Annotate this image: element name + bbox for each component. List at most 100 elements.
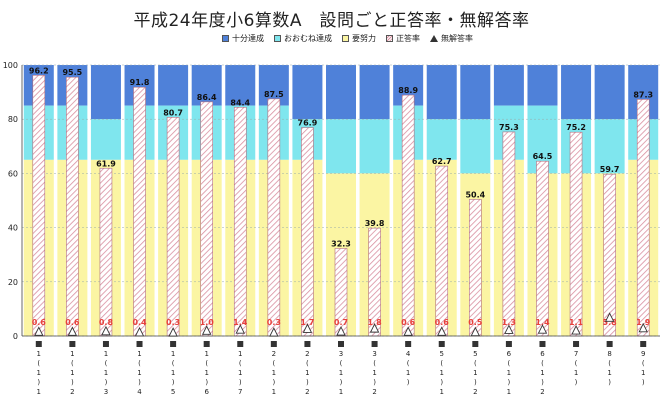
category-label-7-5: 7 <box>238 388 242 396</box>
category-label-10-1: 3 <box>339 350 343 358</box>
category-label-18-1: 8 <box>607 350 611 358</box>
correct-bar-19 <box>636 99 650 337</box>
category-label-1-4: ) <box>37 379 40 387</box>
correct-bar-13 <box>435 165 449 337</box>
correct-label-17: 75.2 <box>566 123 586 132</box>
band-high-13 <box>426 65 457 120</box>
category-label-15-3: 1 <box>507 369 511 377</box>
noanswer-label-16: 1.4 <box>535 318 550 327</box>
band-high-5 <box>158 65 189 106</box>
correct-label-1: 96.2 <box>29 66 49 75</box>
category-tick-1: 1(1)1 <box>35 341 42 396</box>
legend: 十分達成 おおむね達成 要努力 正答率 無解答率 <box>222 33 473 44</box>
category-marker-13 <box>438 341 445 347</box>
category-tick-4: 1(1)4 <box>136 341 143 396</box>
noanswer-label-10: 0.7 <box>334 318 348 327</box>
noanswer-label-3: 0.8 <box>99 318 114 327</box>
category-label-17-2: ( <box>575 360 578 368</box>
band-mid-11 <box>359 119 390 174</box>
correct-bar-5 <box>166 117 180 337</box>
category-label-1-3: 1 <box>37 369 41 377</box>
category-tick-14: 5 (1)2 <box>472 341 479 396</box>
y-tick-label-80: 80 <box>8 115 18 124</box>
legend-label-band-high: 十分達成 <box>232 34 264 43</box>
category-label-13-3: 1 <box>440 369 444 377</box>
category-label-8-1: 2 <box>272 350 276 358</box>
category-label-3-2: ( <box>105 360 108 368</box>
correct-bar-16 <box>536 160 549 337</box>
category-marker-11 <box>371 341 378 347</box>
legend-item-band-high: 十分達成 <box>222 33 264 44</box>
legend-item-band-low: 要努力 <box>342 33 376 44</box>
category-label-3-4: ) <box>105 379 108 387</box>
category-marker-2 <box>69 341 76 347</box>
category-label-6-5: 6 <box>204 388 209 396</box>
category-label-7-1: 1 <box>238 350 242 358</box>
data-labels: 96.2 0.6 95.5 0.6 61.9 0.8 91.8 0.4 80.7 0.3 86.4 1… <box>29 66 653 327</box>
legend-label-correct: 正答率 <box>396 34 420 43</box>
category-label-2-2: ( <box>71 360 74 368</box>
triangle-icon <box>430 35 438 42</box>
correct-bar-3 <box>99 167 113 337</box>
correct-bar-4 <box>133 86 146 337</box>
noanswer-marker-12 <box>403 326 413 336</box>
correct-bar-2 <box>66 76 79 337</box>
noanswer-marker-19 <box>638 322 648 333</box>
chart-title: 平成24年度小6算数A 設問ごと正答率・無解答率 <box>133 11 530 31</box>
category-label-12-1: 4 <box>406 350 411 358</box>
noanswer-label-17: 1.1 <box>569 318 584 327</box>
category-label-5-2: ( <box>172 360 175 368</box>
category-tick-7: 1(1)7 <box>237 341 244 396</box>
band-mid-18 <box>594 119 625 174</box>
category-label-3-5: 3 <box>104 388 108 396</box>
category-label-16-1: 6 <box>540 350 545 358</box>
category-tick-19: 9 (1) <box>640 341 647 387</box>
category-tick-18: 8 (1) <box>606 341 613 387</box>
category-label-12-4: ) <box>407 379 410 387</box>
category-label-8-3: 1 <box>272 369 276 377</box>
category-label-10-3: 1 <box>339 369 343 377</box>
category-label-16-4: ) <box>541 379 544 387</box>
category-label-7-3: 1 <box>238 369 242 377</box>
correct-label-7: 84.4 <box>230 98 250 107</box>
correct-label-12: 88.9 <box>398 86 418 95</box>
correct-label-3: 61.9 <box>96 159 116 168</box>
category-label-19-4: ) <box>642 379 645 387</box>
category-label-5-3: 1 <box>171 369 175 377</box>
noanswer-marker-11 <box>369 323 380 333</box>
noanswer-label-5: 0.3 <box>166 318 180 327</box>
category-label-15-1: 6 <box>507 350 512 358</box>
no-answer-markers <box>34 312 648 337</box>
category-label-18-3: 1 <box>607 369 611 377</box>
category-label-15-2: ( <box>508 360 511 368</box>
category-label-10-5: 1 <box>339 388 343 396</box>
y-tick-label-60: 60 <box>8 169 18 178</box>
category-label-4-4: ) <box>138 379 141 387</box>
category-marker-9 <box>304 341 311 347</box>
category-tick-16: 6 (1)2 <box>539 341 546 396</box>
band-high-10 <box>326 65 356 120</box>
category-label-14-4: ) <box>474 379 477 387</box>
correct-bar-7 <box>233 106 247 337</box>
category-marker-12 <box>405 341 412 347</box>
correct-label-19: 87.3 <box>633 90 653 99</box>
correct-bar-17 <box>569 131 583 337</box>
noanswer-marker-1 <box>34 326 44 336</box>
noanswer-marker-7 <box>235 324 245 334</box>
correct-bar-9 <box>301 127 314 337</box>
category-marker-14 <box>472 341 479 347</box>
category-tick-6: 1(1)6 <box>203 341 210 396</box>
noanswer-label-11: 1.8 <box>367 318 382 327</box>
noanswer-marker-15 <box>504 324 514 334</box>
noanswer-label-13: 0.6 <box>435 318 450 327</box>
correct-bar-14 <box>469 199 482 337</box>
category-label-2-5: 2 <box>70 388 74 396</box>
noanswer-label-2: 0.6 <box>65 318 80 327</box>
category-tick-15: 6(1)1 <box>505 341 512 396</box>
category-label-8-2: ( <box>272 360 275 368</box>
legend-label-band-low: 要努力 <box>352 34 376 43</box>
band-mid-3 <box>90 119 121 160</box>
category-label-15-4: ) <box>508 379 511 387</box>
band-high-6 <box>191 65 222 106</box>
category-label-14-3: 1 <box>473 369 477 377</box>
